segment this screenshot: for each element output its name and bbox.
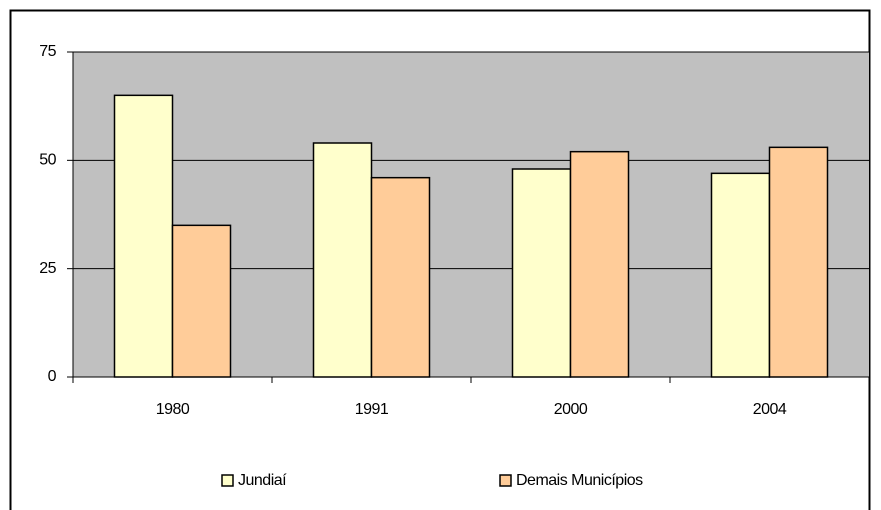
x-tick-label: 2000 — [554, 401, 588, 418]
legend-label: Jundiaí — [238, 472, 287, 489]
y-tick-label: 25 — [39, 260, 56, 277]
bar — [370, 176, 431, 378]
bar — [312, 142, 373, 378]
y-tick-label: 0 — [48, 368, 57, 385]
legend-label: Demais Municípios — [516, 472, 643, 489]
bar — [171, 224, 232, 378]
x-tick-label: 1991 — [355, 401, 389, 418]
legend-swatch — [499, 474, 512, 487]
bar — [113, 94, 174, 378]
x-tick-label: 1980 — [156, 401, 190, 418]
x-tick-label: 2004 — [753, 401, 787, 418]
bar — [511, 168, 572, 378]
legend-swatch — [221, 474, 234, 487]
y-tick-label: 75 — [39, 43, 56, 60]
y-tick-label: 50 — [39, 152, 56, 169]
bar — [710, 172, 771, 378]
bar — [569, 150, 630, 378]
bar — [768, 146, 829, 378]
